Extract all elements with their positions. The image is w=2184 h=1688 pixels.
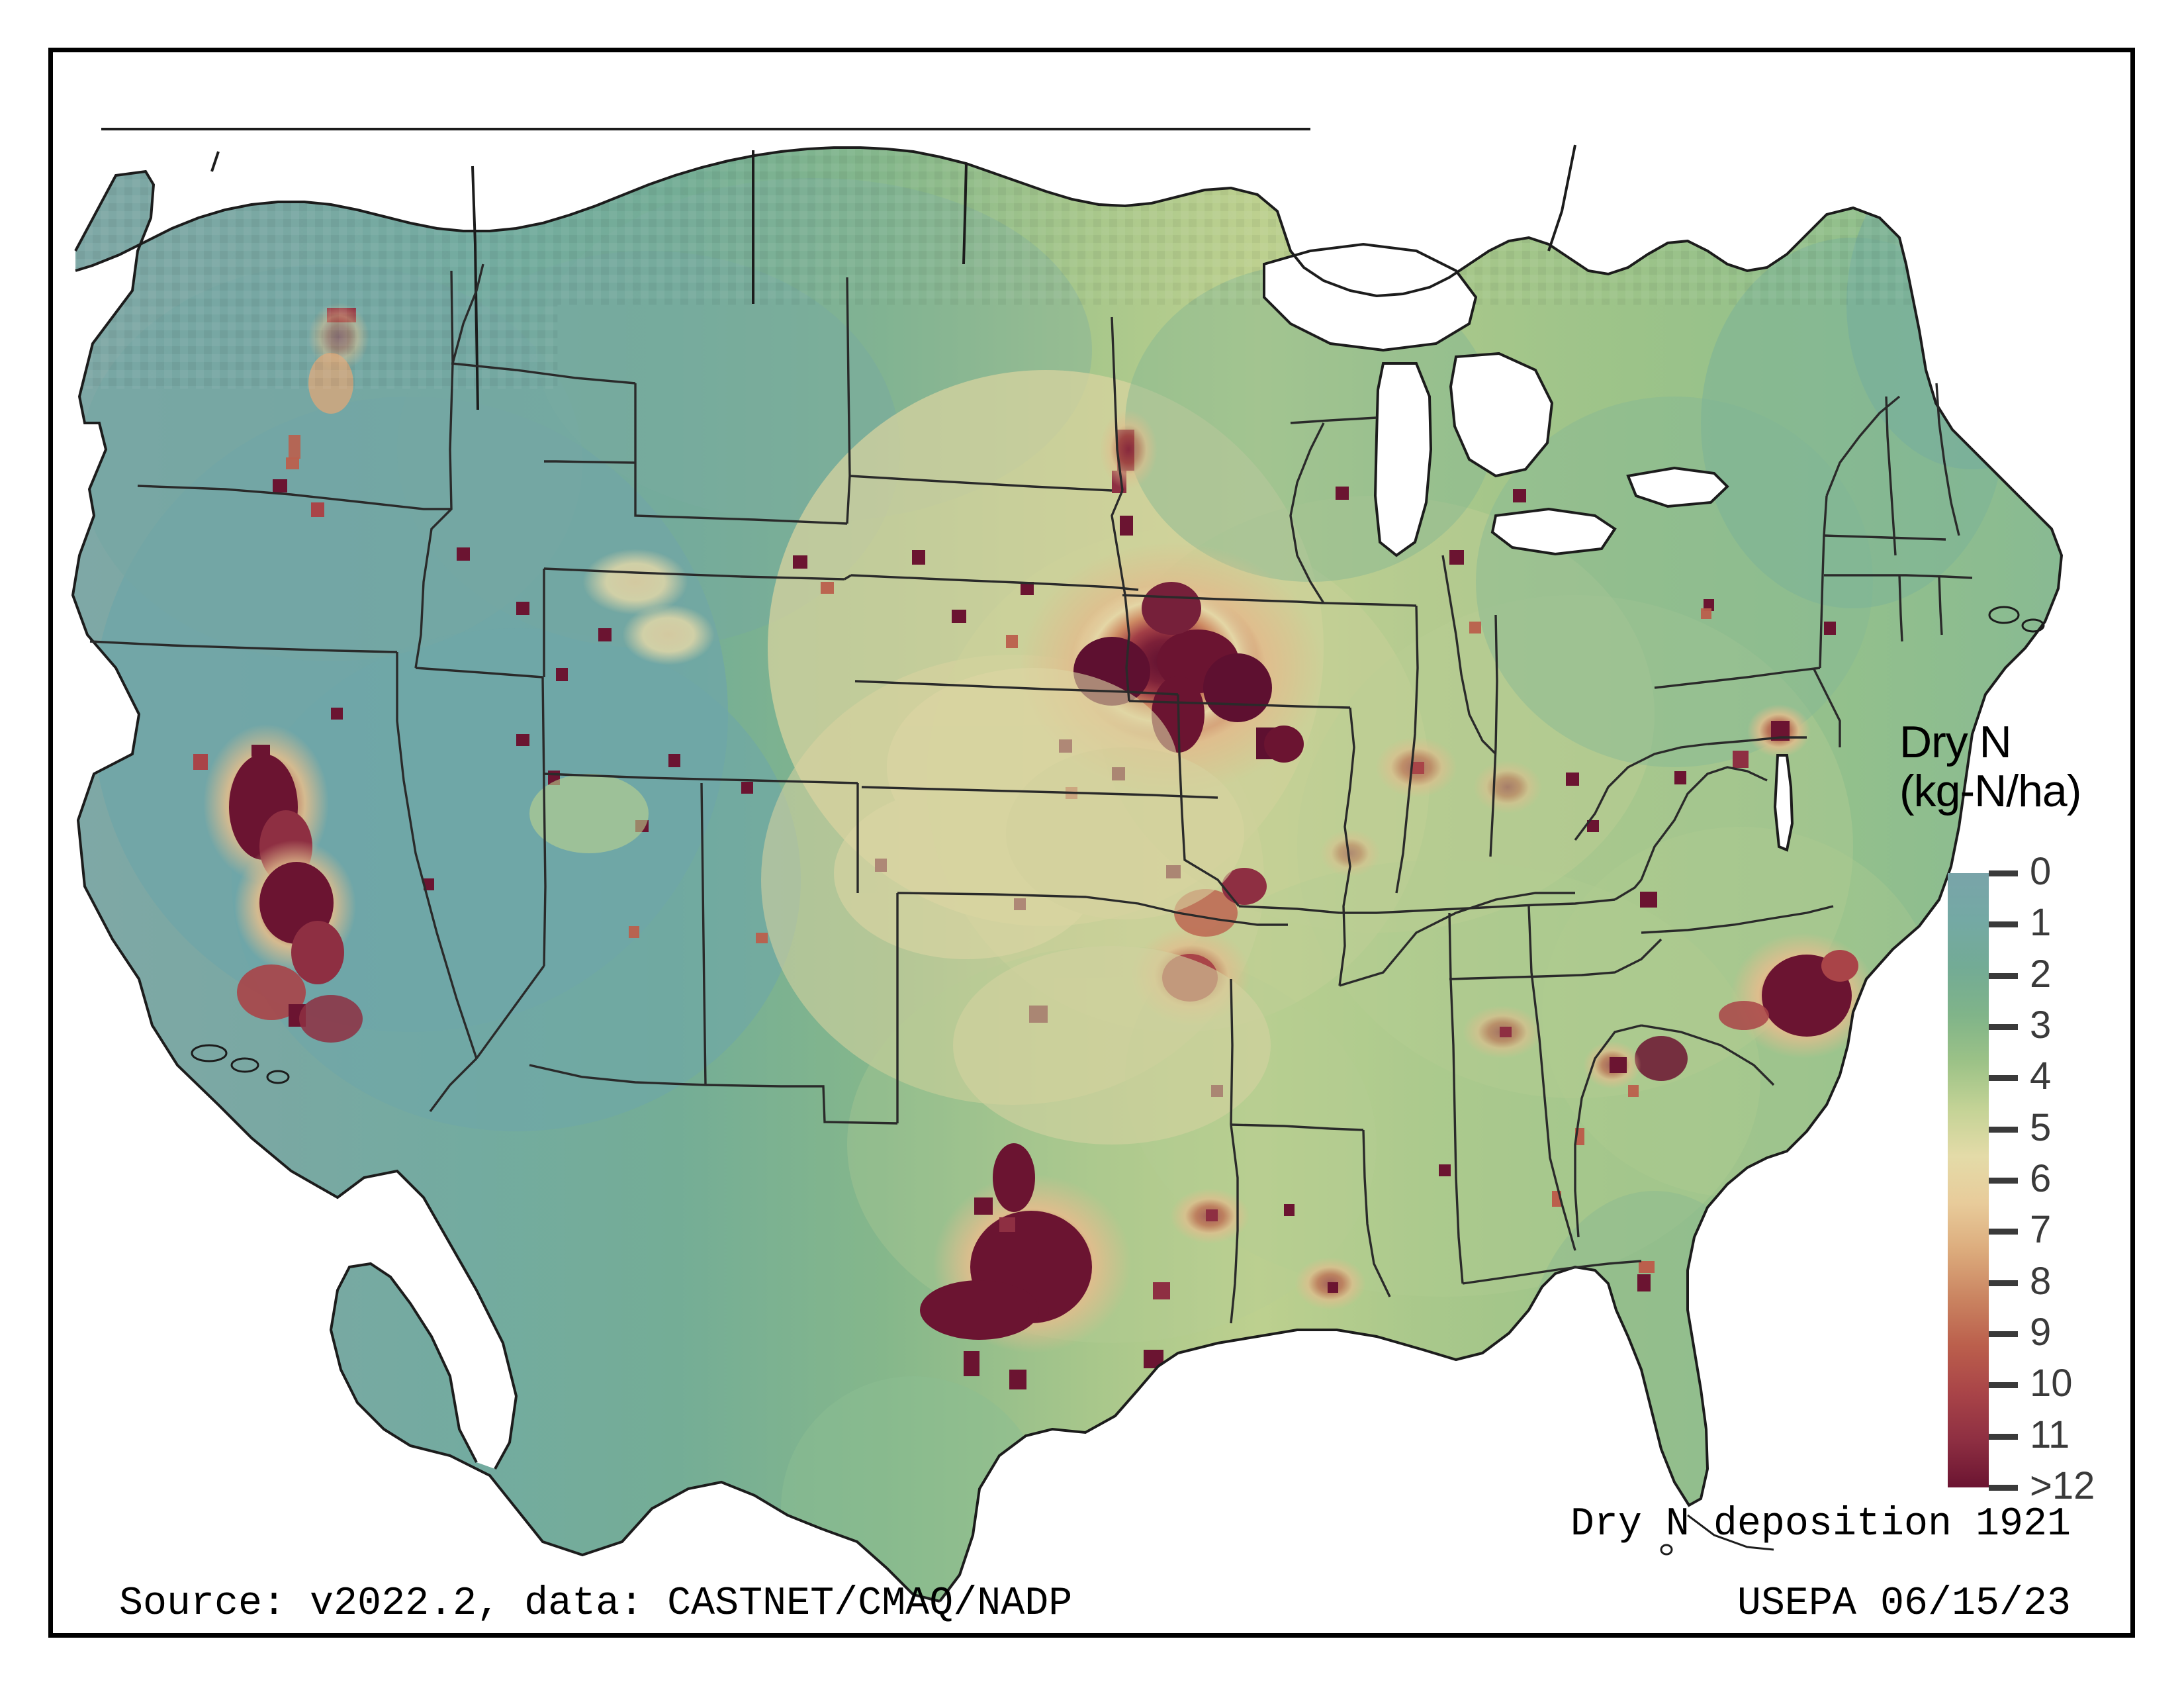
colorbar-tick-mark (1989, 1434, 2018, 1440)
colorbar-tick-mark (1989, 1127, 2018, 1133)
colorbar-tick-mark (1989, 1024, 2018, 1030)
figure-frame: Dry N (kg-N/ha) 0 1 2 3 4 5 6 7 8 9 10 11 >12 Dry N … (48, 48, 2135, 1638)
colorbar-tick-mark (1989, 870, 2018, 876)
colorbar-title: Dry N (kg-N/ha) (1899, 718, 2177, 816)
colorbar-tick-label: 0 (2030, 853, 2051, 891)
colorbar-tick-label: 1 (2030, 904, 2051, 942)
colorbar-tick-label: 2 (2030, 955, 2051, 994)
colorbar-tick-label: 7 (2030, 1211, 2051, 1249)
colorbar-tick-mark (1989, 1229, 2018, 1235)
colorbar-tick-mark (1989, 1075, 2018, 1081)
figure-caption-title: Dry N deposition 1921 (1570, 1502, 2071, 1547)
deposition-map (53, 52, 2130, 1633)
figure-caption-agency: USEPA 06/15/23 (1737, 1581, 2071, 1626)
colorbar-tick-mark (1989, 1280, 2018, 1286)
deposition-raster (53, 52, 2130, 1633)
colorbar-tick-label: 6 (2030, 1160, 2051, 1198)
figure-caption-source: Source: v2022.2, data: CASTNET/CMAQ/NADP (119, 1581, 1072, 1626)
colorbar-tick-label: 10 (2030, 1364, 2073, 1403)
colorbar-tick-mark (1989, 1485, 2018, 1491)
colorbar-tick-label: 11 (2030, 1416, 2070, 1454)
colorbar-tick-label: 4 (2030, 1057, 2051, 1096)
colorbar-tick-mark (1989, 1382, 2018, 1388)
colorbar-tick-label: 5 (2030, 1109, 2051, 1147)
colorbar-tick-label: >12 (2030, 1467, 2095, 1505)
colorbar-tick-label: 8 (2030, 1262, 2051, 1301)
colorbar-tick-label: 3 (2030, 1006, 2051, 1045)
colorbar-tick-mark (1989, 973, 2018, 979)
colorbar-ticks: 0 1 2 3 4 5 6 7 8 9 10 11 >12 (1948, 873, 2173, 1487)
colorbar-title-line1: Dry N (1899, 718, 2177, 767)
colorbar-tick-mark (1989, 1178, 2018, 1184)
map-canvas (53, 52, 2130, 1633)
colorbar-tick-label: 9 (2030, 1313, 2051, 1352)
colorbar-tick-mark (1989, 921, 2018, 927)
colorbar-tick-mark (1989, 1331, 2018, 1337)
colorbar-title-line2: (kg-N/ha) (1899, 767, 2177, 816)
